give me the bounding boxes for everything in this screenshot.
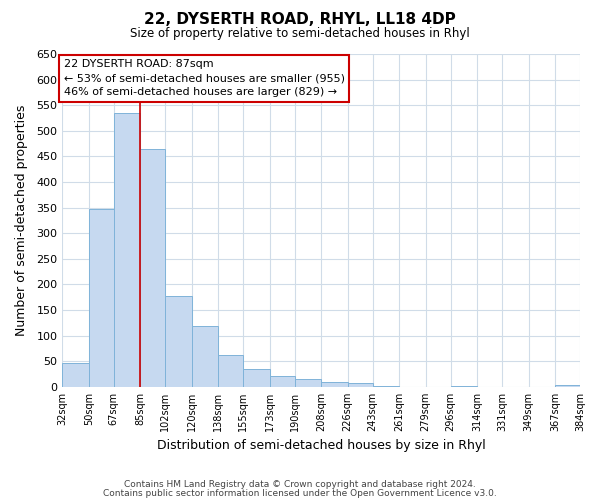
Text: Contains public sector information licensed under the Open Government Licence v3: Contains public sector information licen… [103, 488, 497, 498]
X-axis label: Distribution of semi-detached houses by size in Rhyl: Distribution of semi-detached houses by … [157, 440, 485, 452]
Bar [269, 376, 295, 387]
Text: Size of property relative to semi-detached houses in Rhyl: Size of property relative to semi-detach… [130, 28, 470, 40]
Text: 22 DYSERTH ROAD: 87sqm
← 53% of semi-detached houses are smaller (955)
46% of se: 22 DYSERTH ROAD: 87sqm ← 53% of semi-det… [64, 59, 345, 97]
Bar [218, 355, 243, 387]
Text: Contains HM Land Registry data © Crown copyright and database right 2024.: Contains HM Land Registry data © Crown c… [124, 480, 476, 489]
Bar [295, 379, 321, 387]
Bar [114, 113, 140, 387]
Bar [62, 363, 89, 387]
Bar [451, 386, 477, 387]
Bar [321, 382, 347, 387]
Bar [140, 149, 165, 387]
Bar [373, 386, 399, 387]
Bar [165, 296, 192, 387]
Bar [555, 386, 580, 387]
Bar [347, 383, 373, 387]
Bar [89, 208, 114, 387]
Bar [192, 326, 218, 387]
Y-axis label: Number of semi-detached properties: Number of semi-detached properties [15, 105, 28, 336]
Text: 22, DYSERTH ROAD, RHYL, LL18 4DP: 22, DYSERTH ROAD, RHYL, LL18 4DP [144, 12, 456, 28]
Bar [243, 369, 269, 387]
